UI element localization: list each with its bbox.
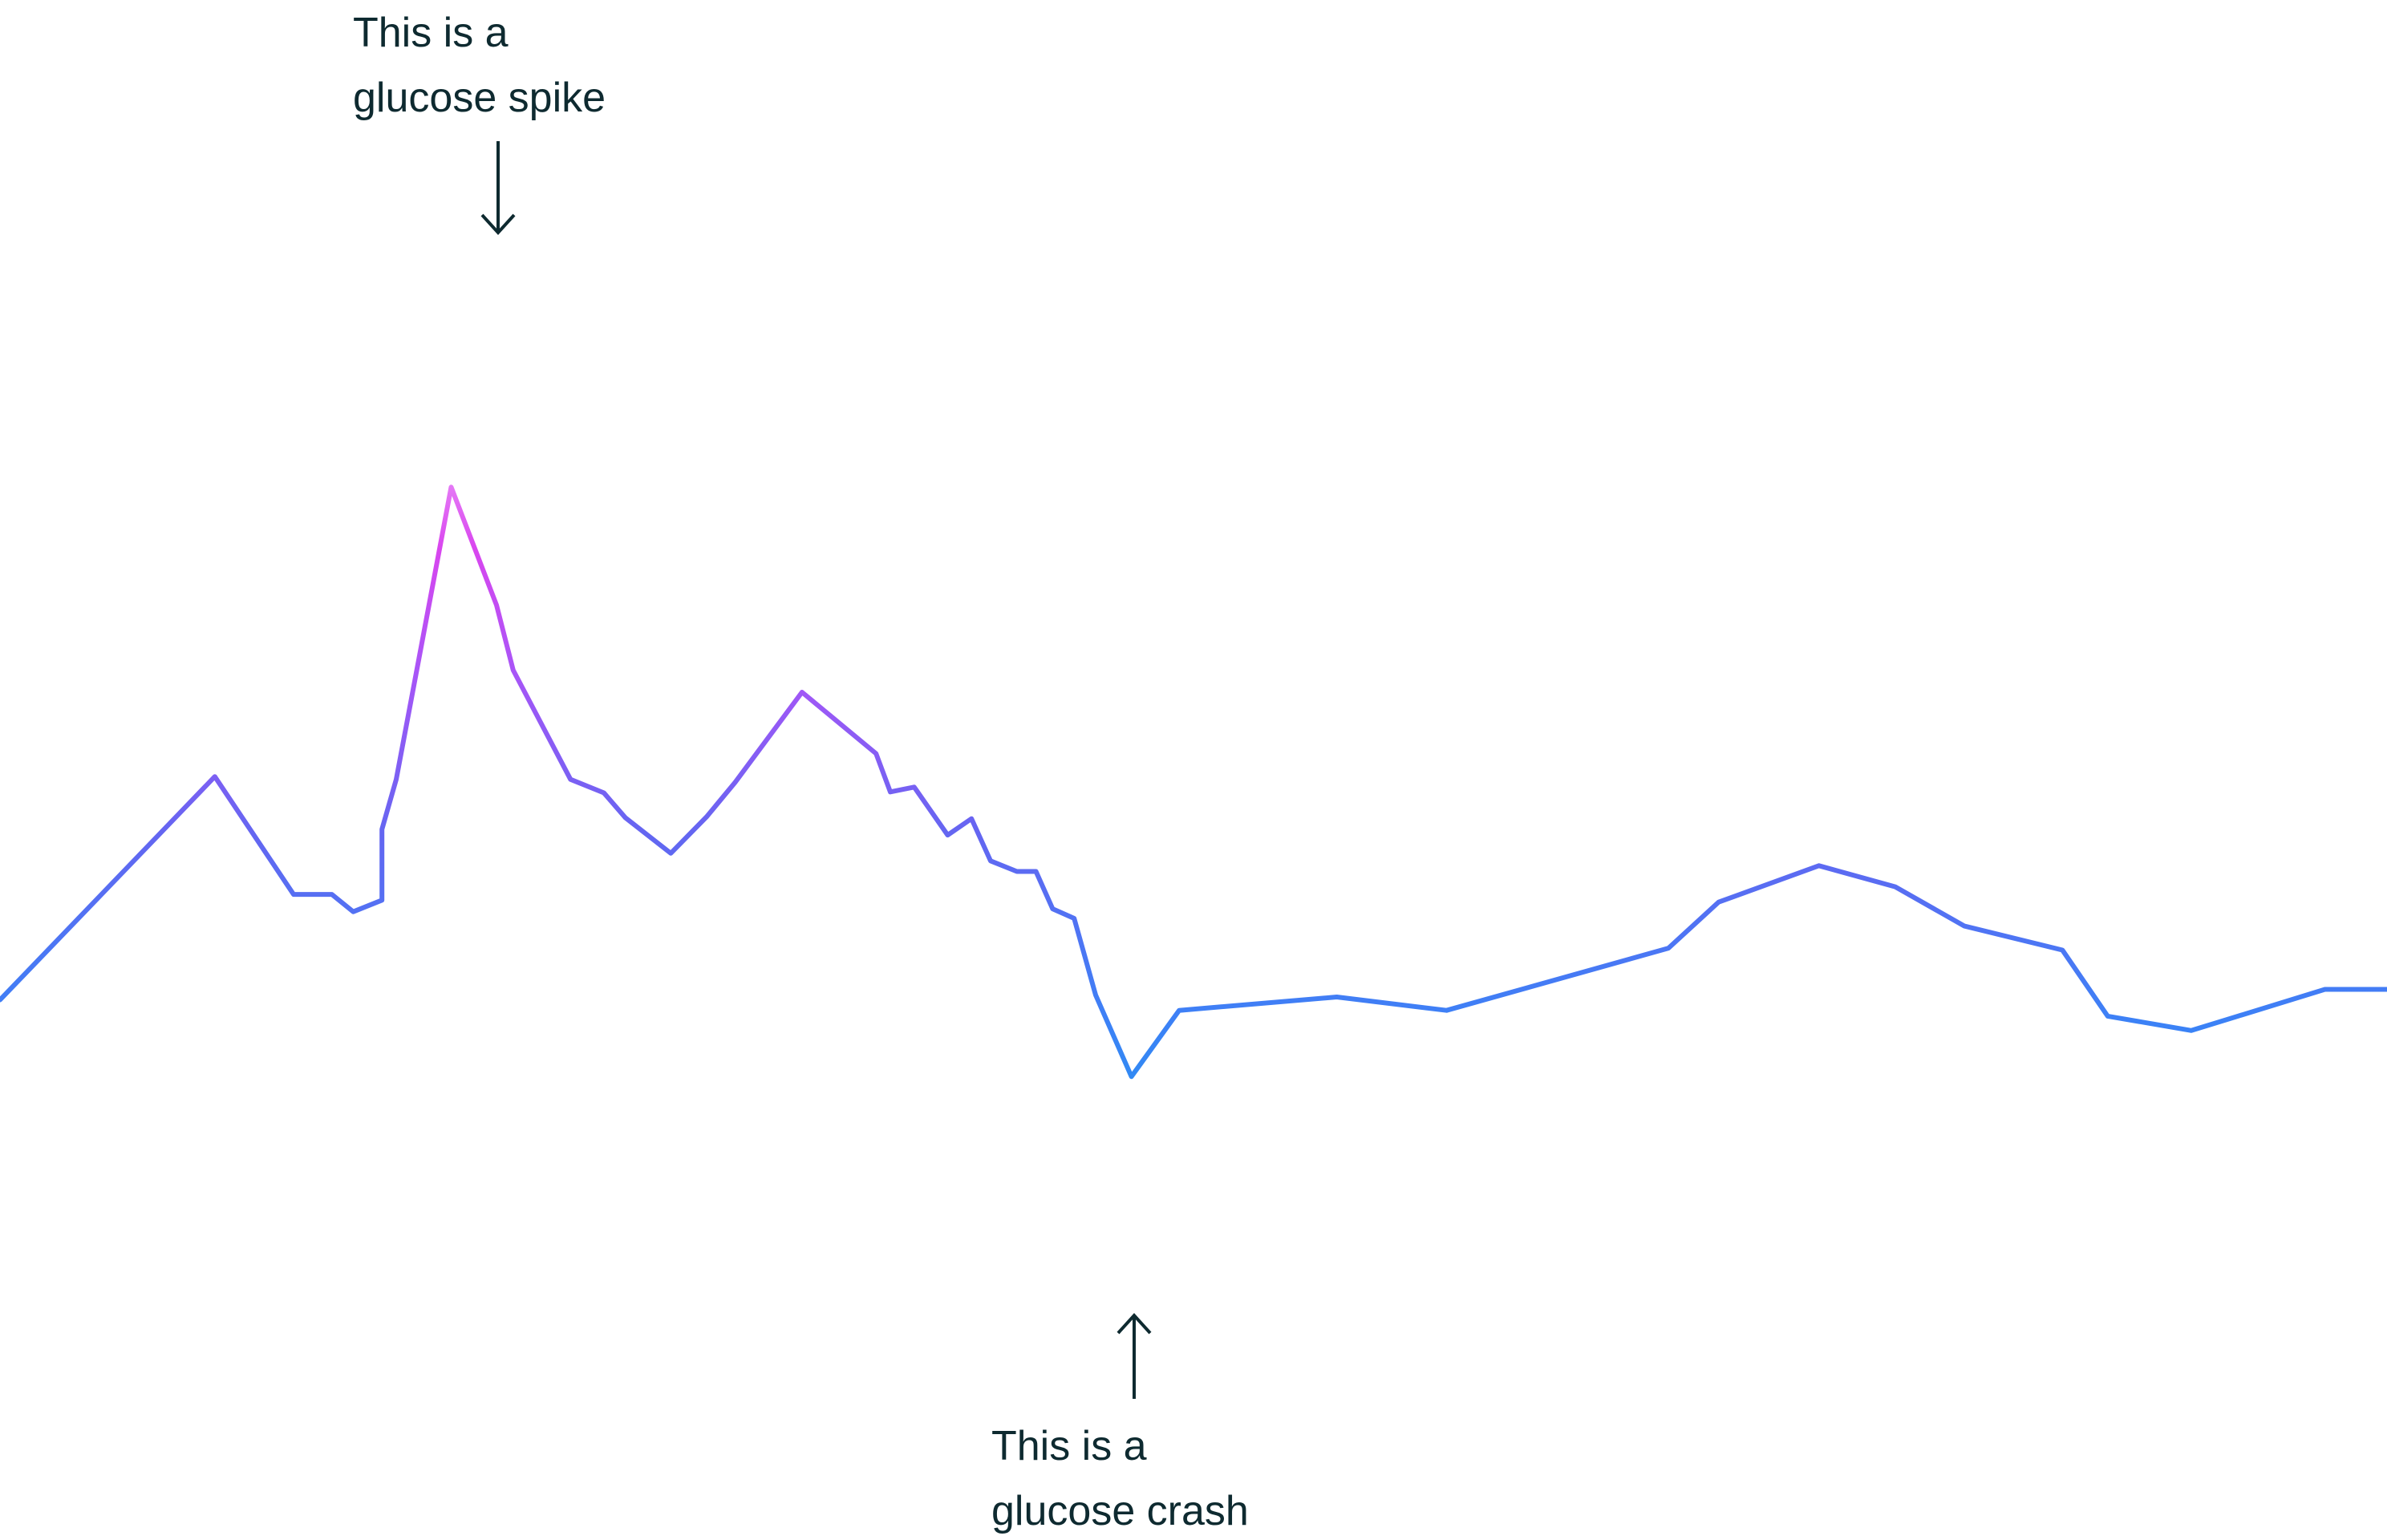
down-arrow-icon xyxy=(480,141,516,235)
spike-label-line-2: glucose spike xyxy=(353,75,606,121)
glucose-series xyxy=(0,484,2387,1080)
series-line xyxy=(0,484,2387,1080)
up-arrow-icon xyxy=(1116,1313,1152,1399)
crash-label-line-2: glucose crash xyxy=(991,1488,1249,1534)
crash-label-line-1: This is a xyxy=(991,1423,1147,1469)
crash-annotation: This is a glucose crash xyxy=(991,1313,1249,1534)
spike-annotation: This is a glucose spike xyxy=(353,10,606,235)
spike-label-line-1: This is a xyxy=(353,10,509,56)
